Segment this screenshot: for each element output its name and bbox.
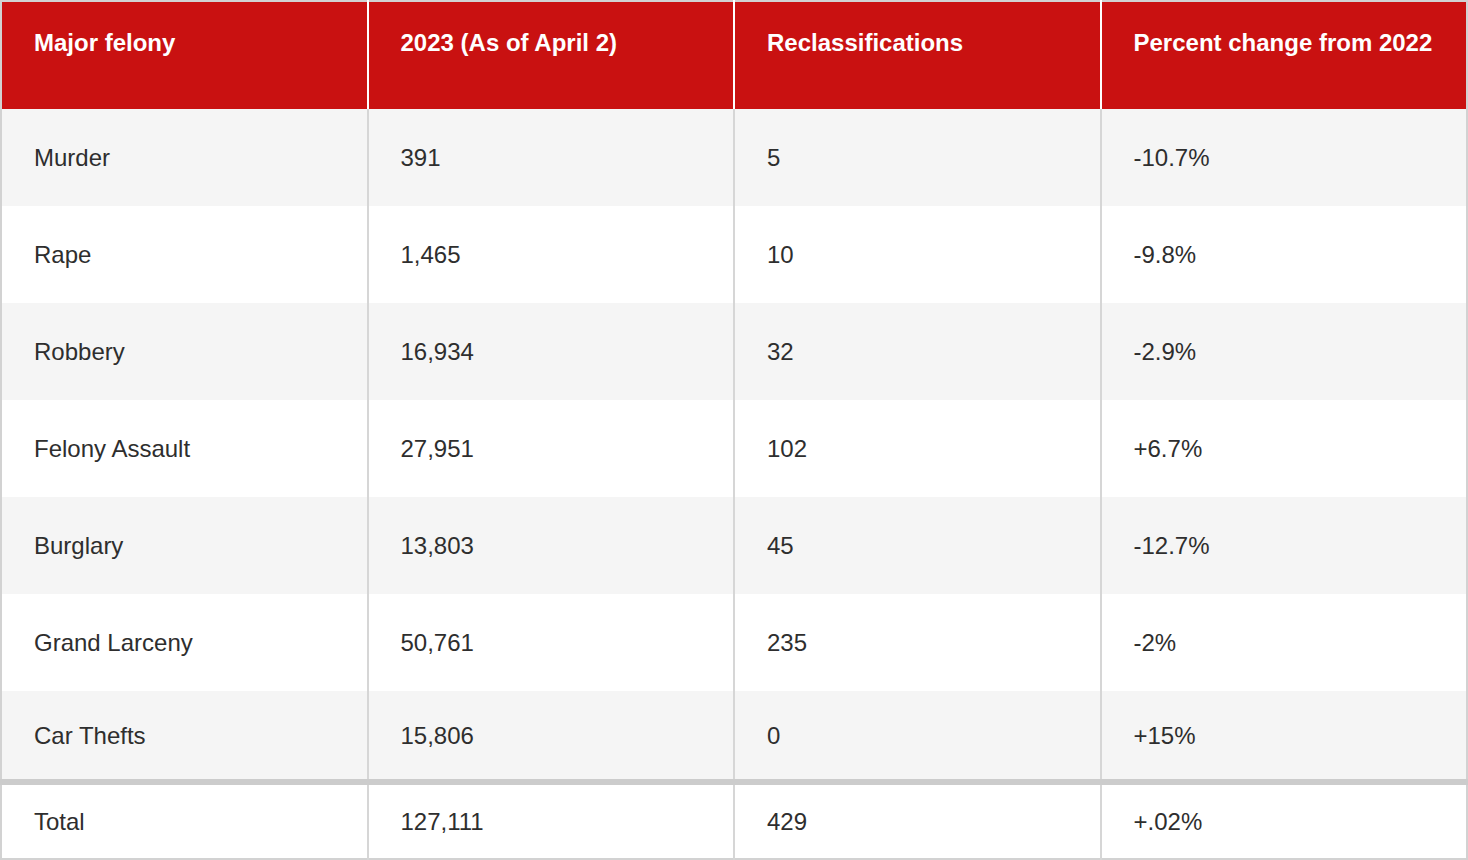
- felony-stats-table-container: Major felony 2023 (As of April 2) Reclas…: [0, 0, 1468, 860]
- reclassifications-cell: 235: [734, 594, 1101, 691]
- column-header-2023-count: 2023 (As of April 2): [368, 1, 735, 109]
- percent-change-cell: -12.7%: [1101, 497, 1468, 594]
- count-2023-cell: 50,761: [368, 594, 735, 691]
- column-header-percent-change: Percent change from 2022: [1101, 1, 1468, 109]
- felony-cell: Rape: [1, 206, 368, 303]
- percent-change-cell: +6.7%: [1101, 400, 1468, 497]
- table-row-total: Total 127,111 429 +.02%: [1, 782, 1467, 859]
- count-2023-cell: 27,951: [368, 400, 735, 497]
- table-row-robbery: Robbery 16,934 32 -2.9%: [1, 303, 1467, 400]
- felony-cell: Murder: [1, 109, 368, 206]
- reclassifications-cell: 10: [734, 206, 1101, 303]
- percent-change-cell: -2.9%: [1101, 303, 1468, 400]
- percent-change-cell: -10.7%: [1101, 109, 1468, 206]
- felony-cell: Robbery: [1, 303, 368, 400]
- table-row-burglary: Burglary 13,803 45 -12.7%: [1, 497, 1467, 594]
- table-row-murder: Murder 391 5 -10.7%: [1, 109, 1467, 206]
- column-header-reclassifications: Reclassifications: [734, 1, 1101, 109]
- felony-cell: Grand Larceny: [1, 594, 368, 691]
- percent-change-cell: +.02%: [1101, 782, 1468, 859]
- count-2023-cell: 16,934: [368, 303, 735, 400]
- table-row-rape: Rape 1,465 10 -9.8%: [1, 206, 1467, 303]
- reclassifications-cell: 0: [734, 691, 1101, 782]
- reclassifications-cell: 429: [734, 782, 1101, 859]
- column-header-major-felony: Major felony: [1, 1, 368, 109]
- count-2023-cell: 127,111: [368, 782, 735, 859]
- table-body: Murder 391 5 -10.7% Rape 1,465 10 -9.8% …: [1, 109, 1467, 859]
- count-2023-cell: 1,465: [368, 206, 735, 303]
- count-2023-cell: 15,806: [368, 691, 735, 782]
- table-row-car-thefts: Car Thefts 15,806 0 +15%: [1, 691, 1467, 782]
- felony-stats-table: Major felony 2023 (As of April 2) Reclas…: [0, 0, 1468, 860]
- table-row-grand-larceny: Grand Larceny 50,761 235 -2%: [1, 594, 1467, 691]
- percent-change-cell: -9.8%: [1101, 206, 1468, 303]
- felony-cell: Total: [1, 782, 368, 859]
- reclassifications-cell: 32: [734, 303, 1101, 400]
- header-row: Major felony 2023 (As of April 2) Reclas…: [1, 1, 1467, 109]
- felony-cell: Car Thefts: [1, 691, 368, 782]
- table-row-felony-assault: Felony Assault 27,951 102 +6.7%: [1, 400, 1467, 497]
- felony-cell: Burglary: [1, 497, 368, 594]
- reclassifications-cell: 102: [734, 400, 1101, 497]
- reclassifications-cell: 45: [734, 497, 1101, 594]
- percent-change-cell: -2%: [1101, 594, 1468, 691]
- felony-cell: Felony Assault: [1, 400, 368, 497]
- table-header: Major felony 2023 (As of April 2) Reclas…: [1, 1, 1467, 109]
- count-2023-cell: 13,803: [368, 497, 735, 594]
- percent-change-cell: +15%: [1101, 691, 1468, 782]
- count-2023-cell: 391: [368, 109, 735, 206]
- reclassifications-cell: 5: [734, 109, 1101, 206]
